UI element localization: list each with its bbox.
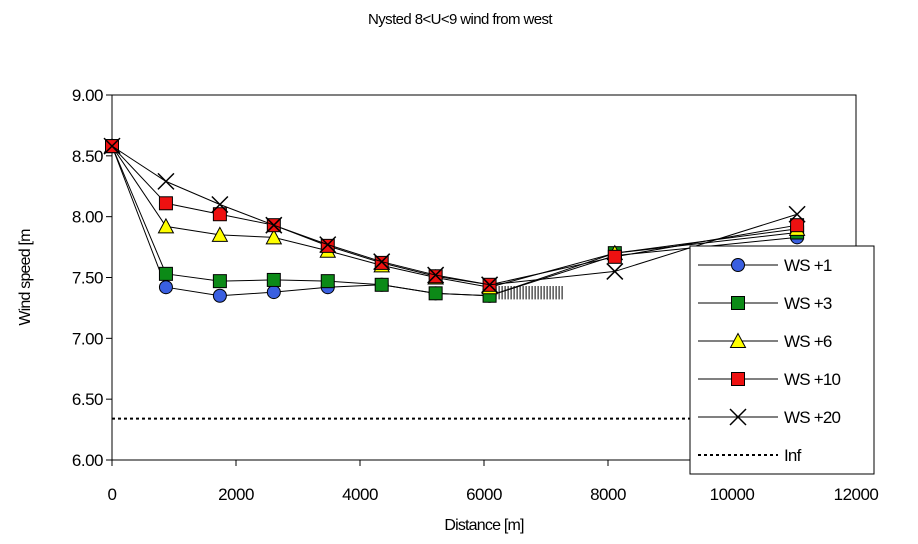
data-point <box>731 296 745 310</box>
x-tick-label: 12000 <box>834 485 879 504</box>
data-point <box>481 276 499 294</box>
data-point-stroke <box>481 276 499 294</box>
data-point-stroke <box>788 205 806 223</box>
y-tick-label: 8.00 <box>72 208 103 227</box>
data-point <box>427 266 445 284</box>
series-line <box>111 145 798 286</box>
y-tick-label: 8.50 <box>72 147 103 166</box>
data-point <box>158 196 173 211</box>
data-point <box>320 238 335 253</box>
data-point-stroke <box>427 266 445 284</box>
y-tick-label: 9.00 <box>72 86 103 105</box>
data-point <box>788 205 806 223</box>
y-tick-label: 7.00 <box>72 329 103 348</box>
y-axis-label: Wind speed [m <box>17 229 34 326</box>
data-point <box>790 218 805 233</box>
data-point <box>265 228 283 245</box>
series-ws-10 <box>105 139 805 292</box>
data-point <box>158 280 173 295</box>
data-point <box>320 274 335 289</box>
legend-label: WS +10 <box>784 370 840 389</box>
data-point <box>266 272 281 287</box>
y-tick-label: 6.00 <box>72 451 103 470</box>
x-tick-label: 0 <box>108 485 117 504</box>
legend-box <box>689 245 875 475</box>
data-point <box>211 226 229 242</box>
data-point <box>319 236 337 254</box>
data-point <box>157 172 175 190</box>
series-line <box>111 145 798 286</box>
data-point <box>157 217 175 234</box>
data-point <box>211 195 229 214</box>
x-axis-label: Distance [m] <box>444 517 524 534</box>
data-point <box>731 372 745 386</box>
legend-label: WS +6 <box>784 332 832 351</box>
data-point-stroke <box>265 216 283 234</box>
data-point-stroke <box>373 253 391 271</box>
legend-item: WS +3 <box>698 294 833 313</box>
data-point <box>731 258 745 272</box>
data-point-stroke <box>157 172 175 190</box>
series-group <box>103 137 856 420</box>
x-tick-label: 8000 <box>590 485 626 504</box>
x-tick-label: 2000 <box>218 485 254 504</box>
data-point-stroke <box>103 137 121 155</box>
series-line <box>111 145 798 288</box>
data-point <box>729 332 747 348</box>
series-ws-20 <box>103 137 806 294</box>
data-point <box>103 137 121 155</box>
data-point-stroke <box>606 262 624 280</box>
series-line <box>111 145 798 297</box>
data-point-stroke <box>211 195 229 214</box>
data-point <box>212 288 227 303</box>
y-tick-label: 7.50 <box>72 269 103 288</box>
legend-item: WS +20 <box>698 408 841 427</box>
data-point <box>729 408 747 426</box>
legend-item: WS +6 <box>698 332 833 351</box>
legend-item: WS +10 <box>698 370 841 389</box>
data-point <box>212 274 227 289</box>
legend-label: WS +1 <box>784 256 832 275</box>
data-point <box>606 262 624 280</box>
legend: WS +1 WS +3 WS +6 WS +10 WS +20 Inf <box>689 245 875 475</box>
legend-label: WS +20 <box>784 408 840 427</box>
y-axis: 6.00 6.50 7.00 7.50 8.00 8.50 9.00 <box>72 86 112 470</box>
data-point <box>374 277 389 292</box>
data-point <box>607 249 622 264</box>
x-tick-label: 4000 <box>342 485 378 504</box>
chart-title: Nysted 8<U<9 wind from west <box>368 11 553 28</box>
legend-label: WS +3 <box>784 294 832 313</box>
data-point <box>265 216 283 234</box>
x-tick-label: 6000 <box>466 485 502 504</box>
x-tick-label: 10000 <box>710 485 755 504</box>
x-axis: 0 2000 4000 6000 8000 10000 12000 <box>108 460 879 504</box>
data-point <box>373 253 391 271</box>
legend-item: WS +1 <box>698 256 833 275</box>
data-point <box>428 286 443 301</box>
data-point <box>158 266 173 281</box>
legend-label: Inf <box>784 446 802 465</box>
series-line <box>111 145 798 297</box>
data-point <box>266 285 281 300</box>
y-tick-label: 6.50 <box>72 390 103 409</box>
data-point-stroke <box>729 408 747 426</box>
data-point-stroke <box>319 236 337 254</box>
data-point <box>212 207 227 222</box>
legend-item: Inf <box>698 446 802 465</box>
